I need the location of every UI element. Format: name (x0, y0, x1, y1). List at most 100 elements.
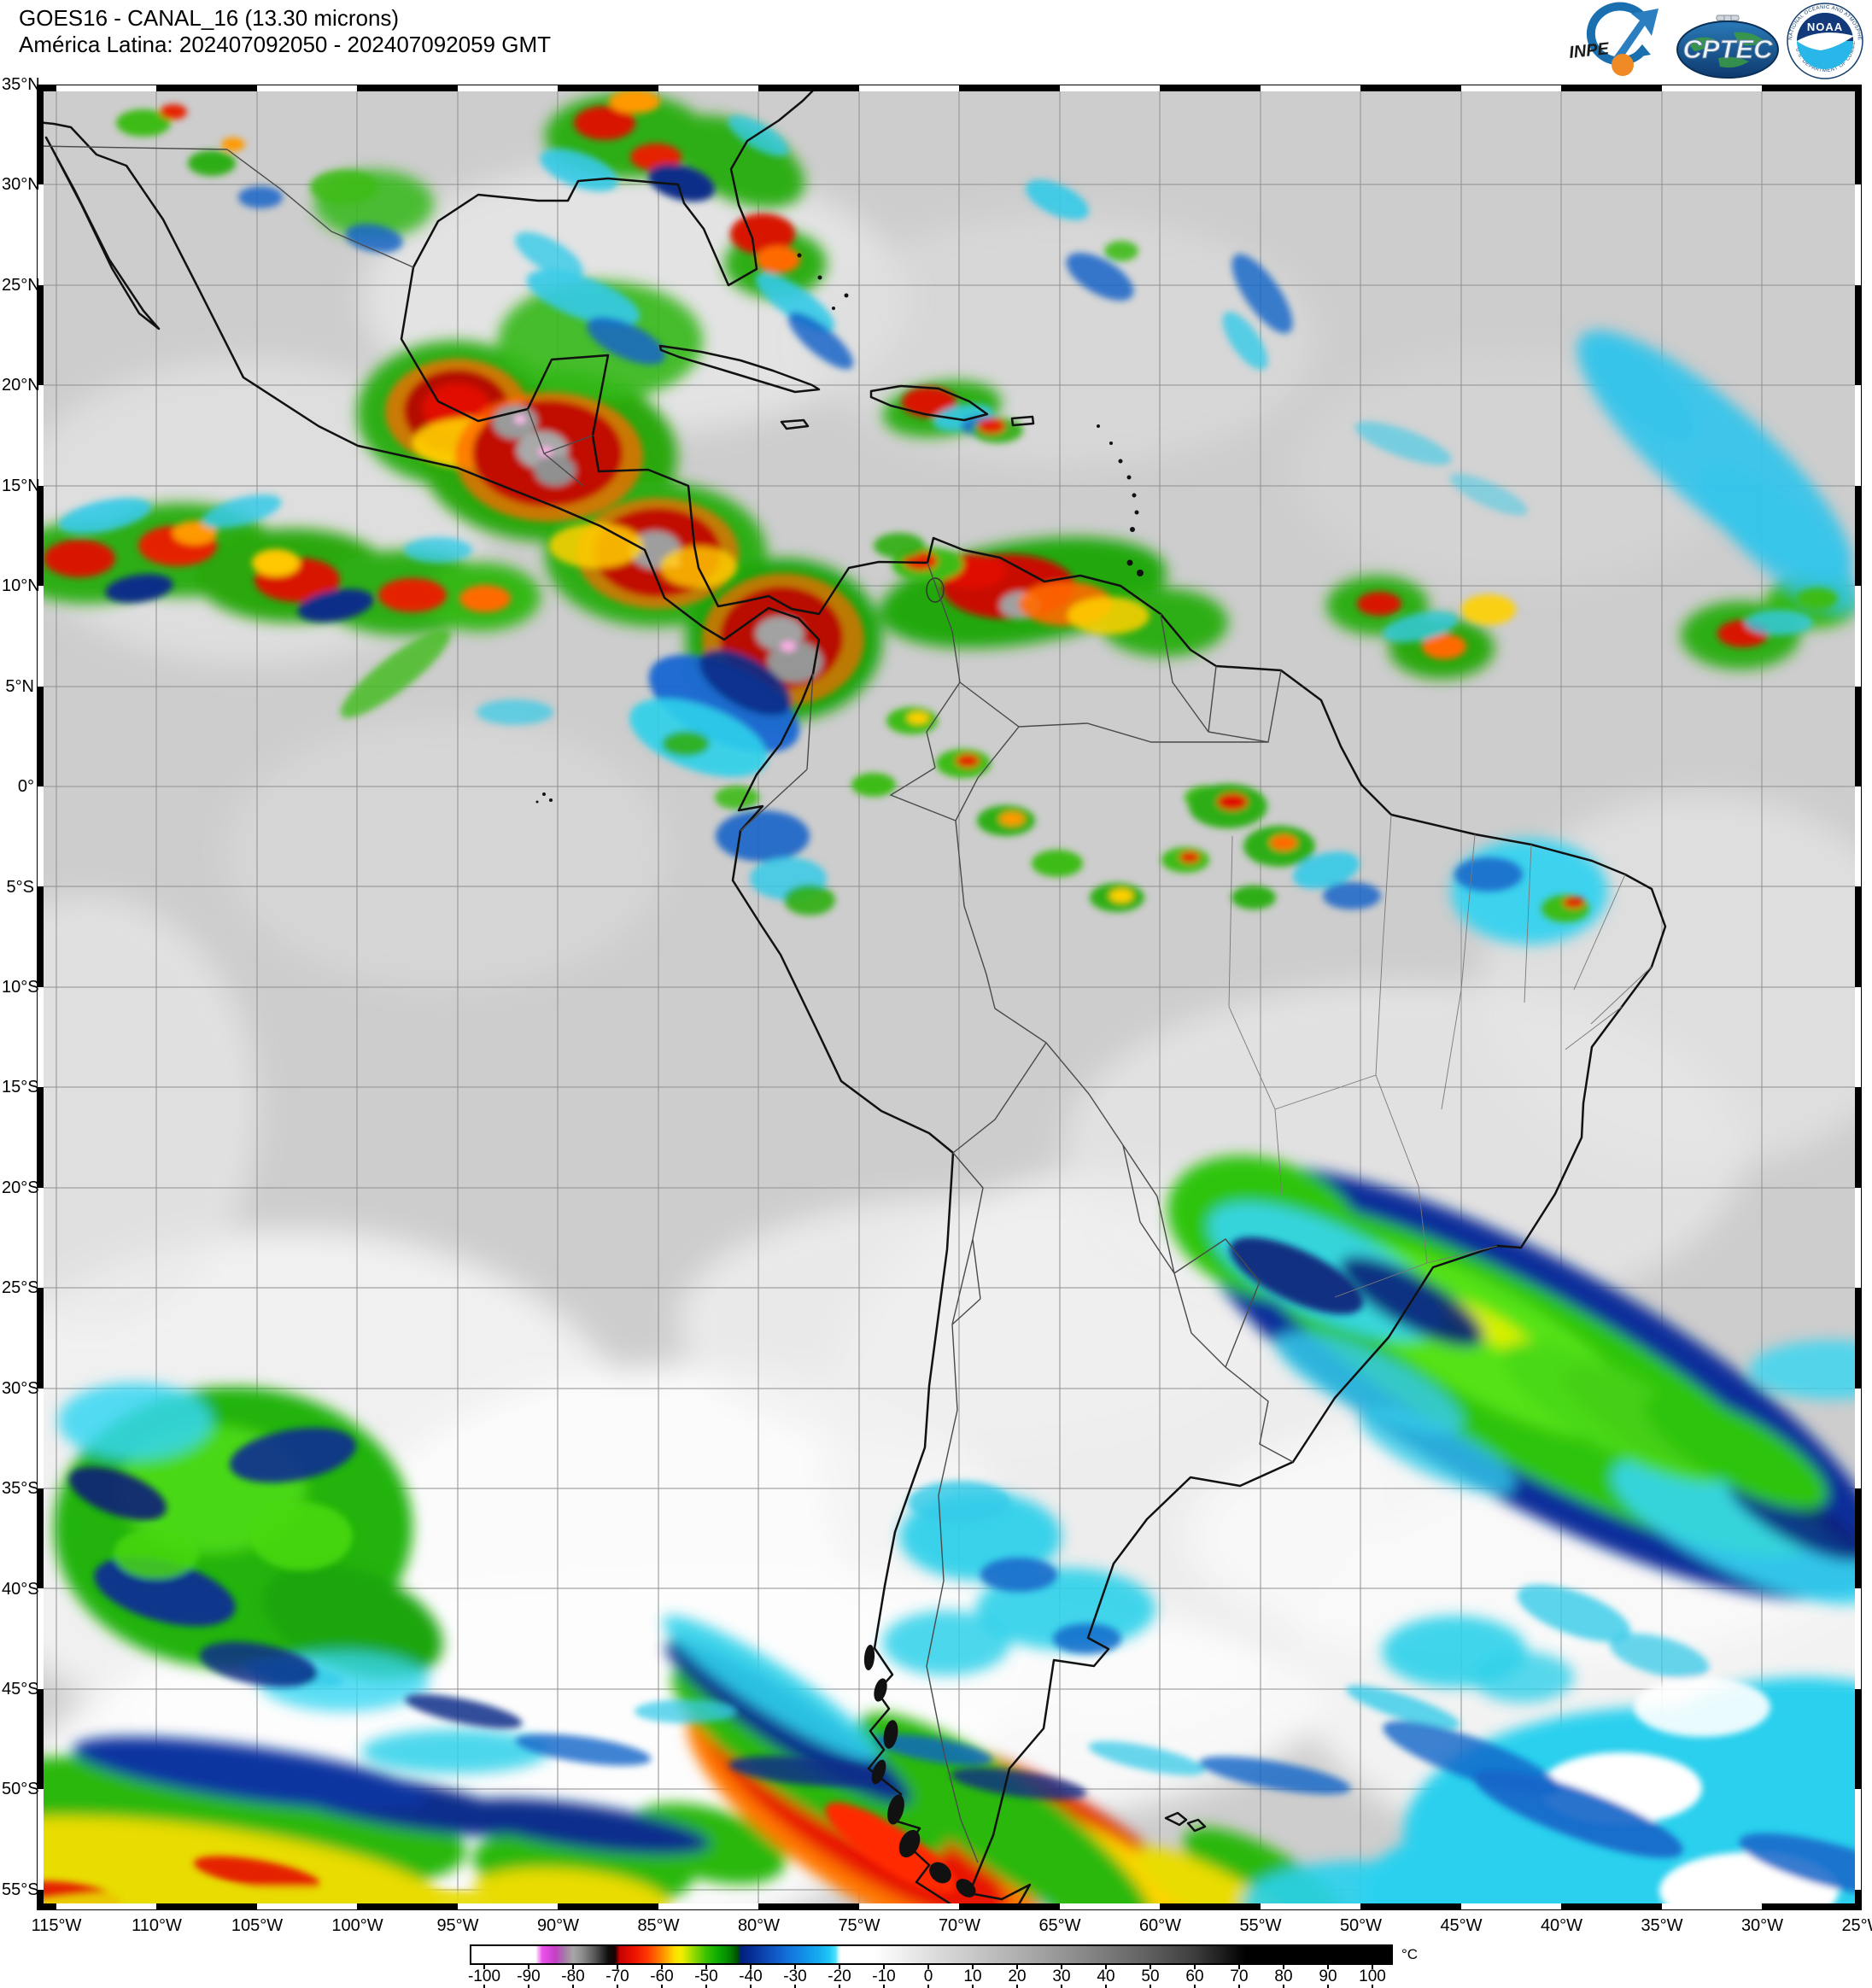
lon-label: 110°W (132, 1916, 182, 1935)
colorbar-minor-tick (927, 1985, 929, 1988)
lat-label: 15°S (2, 1078, 39, 1097)
colorbar-minor-tick (572, 1985, 574, 1988)
colorbar-tick (572, 1965, 574, 1969)
colorbar-minor-tick (1372, 1985, 1373, 1988)
colorbar-tick-label: -10 (872, 1968, 896, 1985)
colorbar-tick (1372, 1965, 1373, 1969)
lat-label: 25°N (2, 275, 40, 295)
colorbar-tick-label: 20 (1008, 1968, 1027, 1985)
colorbar (470, 1944, 1393, 1965)
colorbar-minor-tick (794, 1985, 796, 1988)
colorbar-minor-tick (1194, 1985, 1196, 1988)
lon-label: 30°W (1740, 1916, 1784, 1935)
colorbar-tick-label: -70 (605, 1968, 629, 1985)
colorbar-tick (750, 1965, 752, 1969)
colorbar-tick-label: -40 (739, 1968, 763, 1985)
colorbar-tick-label: 100 (1359, 1968, 1386, 1985)
lon-label: 55°W (1239, 1916, 1282, 1935)
lon-label: 65°W (1038, 1916, 1081, 1935)
lat-label: 30°N (2, 175, 40, 195)
colorbar-minor-tick (1283, 1985, 1284, 1988)
colorbar-minor-tick (750, 1985, 752, 1988)
colorbar-tick-label: -80 (561, 1968, 585, 1985)
colorbar-tick (1016, 1965, 1018, 1969)
lat-label: 30°S (2, 1378, 39, 1398)
lon-label: 105°W (231, 1916, 284, 1935)
colorbar-tick-label: -100 (467, 1968, 501, 1985)
header-title: GOES16 - CANAL_16 (13.30 microns) (19, 5, 400, 31)
lon-label: 100°W (331, 1916, 383, 1935)
lat-label: 5°N (5, 676, 34, 696)
cloud-detail-layer (37, 90, 1862, 1910)
lat-label: 10°N (2, 576, 40, 596)
lon-label: 70°W (938, 1916, 981, 1935)
lat-label: 5°S (6, 877, 34, 897)
colorbar-minor-tick (1016, 1985, 1018, 1988)
lon-label: 40°W (1540, 1916, 1583, 1935)
colorbar-unit-label: °C (1401, 1946, 1419, 1962)
header: GOES16 - CANAL_16 (13.30 microns) Améric… (19, 5, 551, 58)
header-subtitle: América Latina: 202407092050 - 202407092… (19, 32, 551, 57)
noaa-logo-text: NOAA (1807, 20, 1843, 33)
lon-label: 75°W (838, 1916, 880, 1935)
colorbar-tick (1327, 1965, 1329, 1969)
colorbar-tick (927, 1965, 929, 1969)
satellite-map (37, 85, 1862, 1910)
colorbar-minor-tick (1105, 1985, 1107, 1988)
lon-label: 80°W (737, 1916, 781, 1935)
cptec-logo-text: CPTEC (1682, 34, 1773, 64)
colorbar-tick (661, 1965, 663, 1969)
lat-label: 20°N (2, 376, 40, 395)
colorbar-minor-tick (1150, 1985, 1151, 1988)
colorbar-tick (528, 1965, 529, 1969)
colorbar-minor-tick (617, 1985, 618, 1988)
colorbar-tick-label: 90 (1319, 1968, 1337, 1985)
lat-label: 40°S (2, 1579, 39, 1599)
lat-label: 35°S (2, 1479, 39, 1499)
lon-label: 45°W (1440, 1916, 1483, 1935)
lat-label: 50°S (2, 1780, 39, 1799)
colorbar-tick (1150, 1965, 1151, 1969)
colorbar-minor-tick (705, 1985, 707, 1988)
colorbar-tick (705, 1965, 707, 1969)
colorbar-tick-label: -90 (517, 1968, 541, 1985)
colorbar-minor-tick (528, 1985, 529, 1988)
colorbar-tick-label: 30 (1052, 1968, 1071, 1985)
colorbar-tick-label: 60 (1185, 1968, 1204, 1985)
lat-label: 25°S (2, 1278, 39, 1298)
state-borders (1228, 814, 1653, 1298)
satellite-map-image (37, 85, 1862, 1910)
colorbar-tick-label: 0 (923, 1968, 933, 1985)
country-borders (37, 145, 1294, 1863)
map-frame (37, 85, 1862, 1910)
lon-label: 95°W (436, 1916, 479, 1935)
colorbar-tick-label: -50 (694, 1968, 718, 1985)
colorbar-tick-label: -60 (650, 1968, 674, 1985)
inpe-logo: INPE (1568, 2, 1658, 76)
colorbar-tick-label: 10 (963, 1968, 982, 1985)
colorbar-tick-label: 70 (1230, 1968, 1249, 1985)
lon-label: 50°W (1339, 1916, 1383, 1935)
colorbar-tick-label: -20 (828, 1968, 851, 1985)
lat-label: 45°S (2, 1680, 39, 1699)
colorbar-tick (1105, 1965, 1107, 1969)
colorbar-tick (1283, 1965, 1284, 1969)
lon-label: 35°W (1641, 1916, 1683, 1935)
lat-label: 15°N (2, 476, 40, 495)
colorbar-tick (1238, 1965, 1240, 1969)
lon-label: 25°W (1841, 1916, 1872, 1935)
colorbar-minor-tick (1061, 1985, 1062, 1988)
lat-label: 20°S (2, 1178, 39, 1197)
lon-label: 60°W (1138, 1916, 1182, 1935)
colorbar-minor-tick (839, 1985, 840, 1988)
colorbar-gradient (471, 1946, 1391, 1963)
lon-label: 90°W (536, 1916, 580, 1935)
colorbar-tick (883, 1965, 885, 1969)
colorbar-tick (617, 1965, 618, 1969)
lon-label: 115°W (31, 1916, 82, 1935)
lat-label: 55°S (2, 1880, 39, 1899)
noaa-logo: NATIONAL OCEANIC AND ATMOSPHERIC ADMINIS… (1785, 2, 1863, 79)
colorbar-tick (483, 1965, 485, 1969)
colorbar-tick (972, 1965, 974, 1969)
